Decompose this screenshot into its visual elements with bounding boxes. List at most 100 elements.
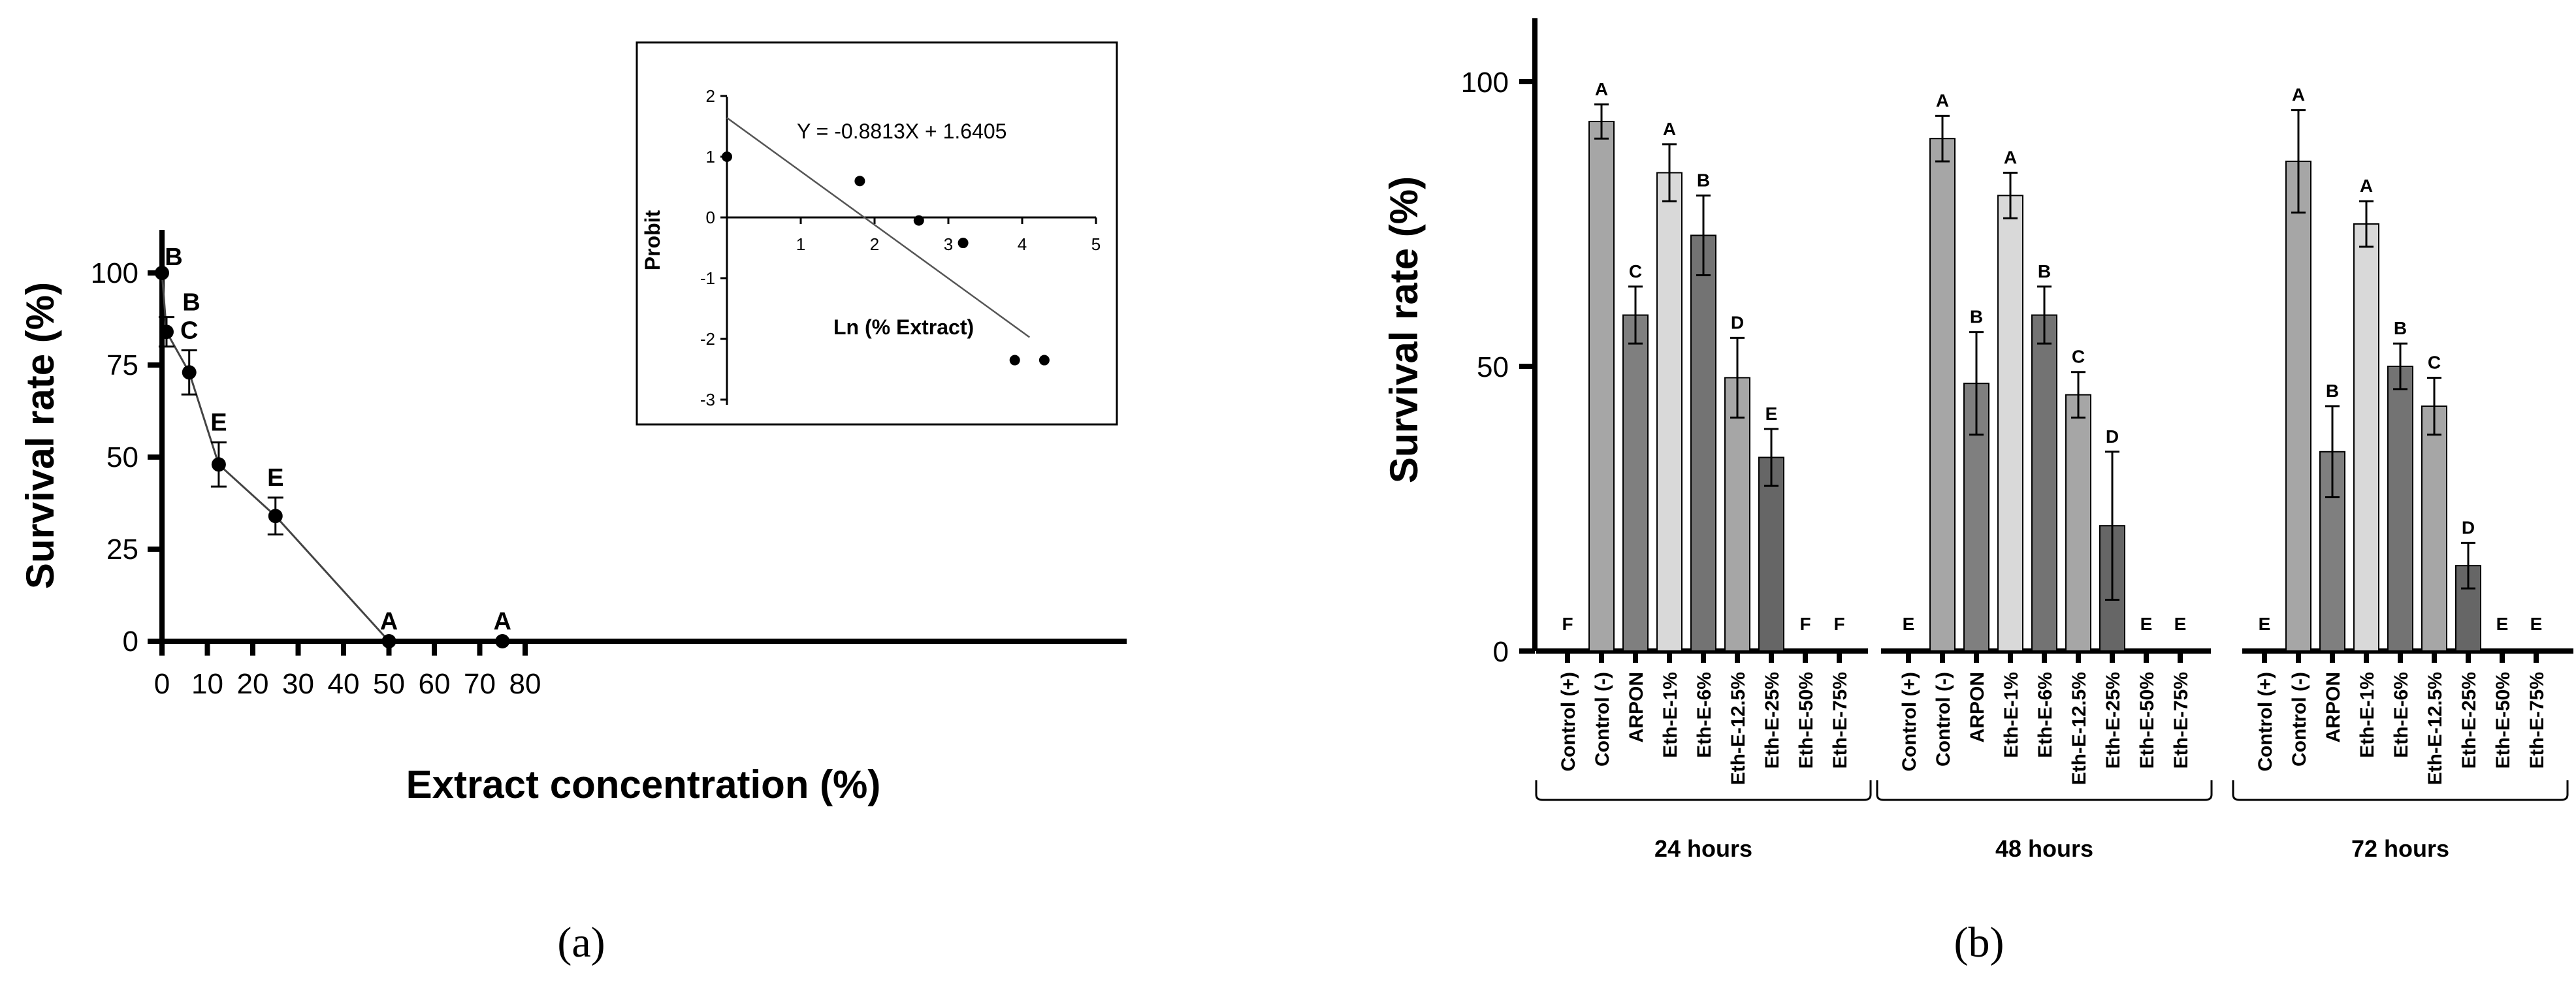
panel-a-data-point xyxy=(381,634,396,648)
panel-b-category-label: Eth-E-12.5% xyxy=(1728,672,1749,785)
panel-b-significance-letter: E xyxy=(2259,614,2271,634)
panel-b-group-brace xyxy=(1876,780,2213,801)
panel-b-significance-letter: D xyxy=(1731,312,1744,332)
panel-b-category-label: Eth-E-6% xyxy=(2035,672,2056,758)
inset-data-point xyxy=(1009,355,1020,366)
panel-a-x-tick-label: 70 xyxy=(464,668,496,700)
panel-b-significance-letter: A xyxy=(2292,85,2305,105)
panel-a-x-tick-label: 80 xyxy=(509,668,541,700)
inset-data-point xyxy=(913,215,924,226)
panel-a-significance-letter: E xyxy=(267,464,283,492)
panel-a-x-tick-label: 50 xyxy=(373,668,405,700)
inset-x-axis-title: Ln (% Extract) xyxy=(833,315,974,339)
inset-x-tick-label: 2 xyxy=(870,234,879,254)
inset-x-tick-label: 1 xyxy=(796,234,805,254)
panel-b-category-label: Eth-E-6% xyxy=(2391,672,2412,758)
panel-b-significance-letter: C xyxy=(2428,352,2441,372)
panel-b-category-label: Eth-E-75% xyxy=(2170,672,2192,769)
panel-b-bar xyxy=(1997,195,2023,652)
panel-a-significance-letter: E xyxy=(210,409,227,436)
inset-y-axis-title: Probit xyxy=(641,210,664,270)
inset-y-tick-label: 0 xyxy=(706,208,715,227)
inset-x-tick-label: 5 xyxy=(1091,234,1101,254)
inset-data-point xyxy=(854,176,865,187)
panel-label-a: (a) xyxy=(557,919,605,966)
inset-regression-line xyxy=(726,117,1031,338)
panel-b-y-tick-label: 0 xyxy=(1493,636,1509,668)
panel-b-category-label: Eth-E-25% xyxy=(2102,672,2124,769)
panel-b-significance-letter: E xyxy=(1903,614,1915,634)
panel-b-significance-letter: E xyxy=(2140,614,2153,634)
panel-b-marks: F Control (+) A Control (-) C ARPON A Eth-E-1% B… xyxy=(1535,79,2569,862)
inset-y-tick-label: -2 xyxy=(700,329,715,349)
panel-a-y-tick-label: 50 xyxy=(106,441,138,473)
panel-b-bar xyxy=(1588,121,1615,652)
panel-b-category-label: Eth-E-50% xyxy=(2492,672,2514,769)
panel-b-significance-letter: B xyxy=(2326,381,2339,401)
panel-b-significance-letter: B xyxy=(2038,261,2051,281)
panel-a-x-tick-label: 40 xyxy=(328,668,360,700)
panel-b-category-label: Control (+) xyxy=(2255,672,2276,771)
panel-b-category-label: Eth-E-75% xyxy=(2526,672,2548,769)
panel-a-data-point xyxy=(182,365,197,380)
panel-b-category-label: Eth-E-1% xyxy=(2357,672,2378,758)
panel-b-bar-chart: 0 50 100 F Control (+) A Control (-) C ARPON A Et… xyxy=(1382,18,2573,862)
panel-b-bar xyxy=(2421,406,2447,652)
panel-b-bar xyxy=(2065,394,2091,652)
panel-b-significance-letter: A xyxy=(2004,148,2017,168)
panel-b-significance-letter: C xyxy=(2072,347,2085,367)
panel-b-significance-letter: C xyxy=(1629,261,1642,281)
panel-b-significance-letter: B xyxy=(2394,318,2407,338)
panel-b-category-label: Control (+) xyxy=(1558,672,1579,771)
panel-label-b: (b) xyxy=(1954,919,2004,966)
panel-a-data-point xyxy=(159,325,174,340)
panel-b-category-label: Eth-E-1% xyxy=(2001,672,2022,758)
inset-y-tick-label: -3 xyxy=(700,390,715,409)
panel-b-bar xyxy=(1929,138,1956,652)
panel-a-significance-letter: C xyxy=(180,317,198,344)
panel-b-significance-letter: E xyxy=(2530,614,2543,634)
panel-b-significance-letter: A xyxy=(1663,119,1676,139)
panel-a-data-point xyxy=(495,634,510,648)
panel-b-bar xyxy=(1622,314,1649,652)
panel-b-significance-letter: D xyxy=(2462,517,2475,537)
panel-b-y-axis-title: Survival rate (%) xyxy=(1382,176,1426,483)
panel-a-x-tick-label: 60 xyxy=(419,668,451,700)
panel-b-category-label: Control (-) xyxy=(1592,672,1613,767)
panel-b-category-label: Eth-E-6% xyxy=(1694,672,1715,758)
inset-data-point xyxy=(722,151,732,162)
panel-b-y-tick-label: 50 xyxy=(1477,351,1509,383)
inset-y-tick-label: 1 xyxy=(706,147,715,167)
panel-a-data-point xyxy=(155,266,169,280)
panel-b-significance-letter: F xyxy=(1833,614,1844,634)
panel-b-bar xyxy=(2285,161,2311,652)
panel-b-group-label: 48 hours xyxy=(1995,835,2093,862)
panel-b-bar xyxy=(2387,366,2413,652)
panel-a-significance-letter: B xyxy=(165,244,182,271)
panel-a-y-tick-label: 25 xyxy=(106,533,138,565)
panel-b-category-label: Control (-) xyxy=(1933,672,1954,767)
panel-b-significance-letter: D xyxy=(2106,426,2119,447)
panel-b-bar xyxy=(1656,172,1682,652)
panel-b-y-tick-label: 100 xyxy=(1461,67,1509,99)
inset-y-tick-label: -1 xyxy=(700,268,715,288)
inset-data-point xyxy=(1038,355,1050,366)
panel-b-bar xyxy=(2353,223,2379,652)
panel-a-data-point xyxy=(211,457,226,472)
panel-b-significance-letter: E xyxy=(1765,404,1778,424)
inset-frame xyxy=(636,41,1118,426)
panel-a-significance-letter: A xyxy=(380,608,398,635)
panel-b-group-brace xyxy=(2232,780,2569,801)
panel-a-y-tick-label: 100 xyxy=(91,257,138,289)
panel-a-data-point xyxy=(268,509,283,524)
inset-marks xyxy=(722,117,1050,366)
panel-b-group-label: 72 hours xyxy=(2351,835,2449,862)
panel-a-significance-letter: A xyxy=(494,608,511,635)
panel-b-category-label: Control (+) xyxy=(1899,672,1920,771)
panel-b-significance-letter: A xyxy=(1595,79,1608,99)
panel-b-category-label: ARPON xyxy=(2323,672,2344,742)
panel-a-x-tick-label: 0 xyxy=(154,668,170,700)
